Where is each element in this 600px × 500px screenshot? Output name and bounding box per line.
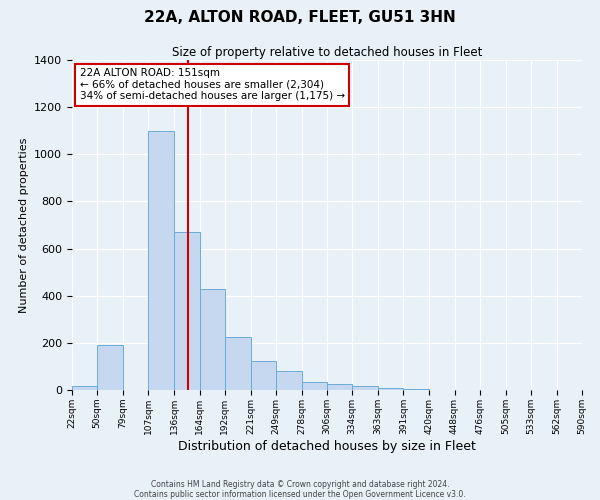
Bar bbox=[378, 388, 403, 390]
Bar bbox=[276, 371, 302, 390]
Text: 22A, ALTON ROAD, FLEET, GU51 3HN: 22A, ALTON ROAD, FLEET, GU51 3HN bbox=[144, 10, 456, 25]
Text: 22A ALTON ROAD: 151sqm
← 66% of detached houses are smaller (2,304)
34% of semi-: 22A ALTON ROAD: 151sqm ← 66% of detached… bbox=[80, 68, 345, 102]
Bar bbox=[72, 386, 97, 390]
Bar bbox=[175, 232, 199, 390]
Bar bbox=[352, 386, 378, 390]
Bar bbox=[327, 384, 352, 390]
Bar bbox=[251, 360, 276, 390]
Y-axis label: Number of detached properties: Number of detached properties bbox=[19, 138, 29, 312]
X-axis label: Distribution of detached houses by size in Fleet: Distribution of detached houses by size … bbox=[178, 440, 476, 452]
Bar bbox=[302, 382, 327, 390]
Bar bbox=[403, 389, 430, 390]
Bar bbox=[148, 130, 175, 390]
Bar bbox=[97, 345, 123, 390]
Title: Size of property relative to detached houses in Fleet: Size of property relative to detached ho… bbox=[172, 46, 482, 59]
Bar bbox=[224, 337, 251, 390]
Bar bbox=[199, 288, 224, 390]
Text: Contains HM Land Registry data © Crown copyright and database right 2024.
Contai: Contains HM Land Registry data © Crown c… bbox=[134, 480, 466, 499]
